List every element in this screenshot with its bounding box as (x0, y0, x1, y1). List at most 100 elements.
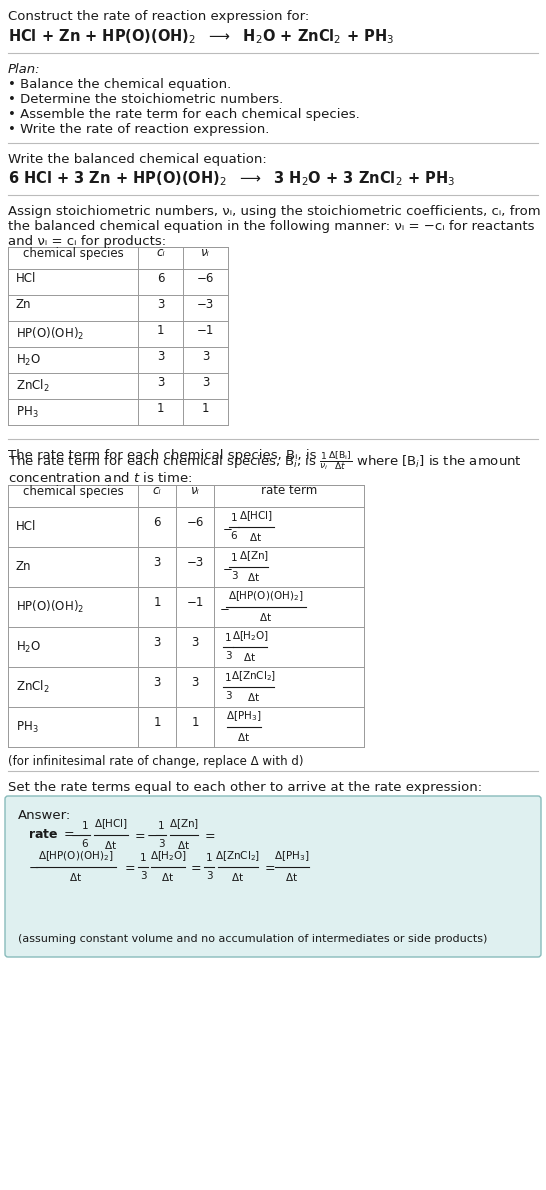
Text: 3: 3 (153, 637, 161, 650)
Text: −6: −6 (197, 271, 214, 284)
Text: 3: 3 (191, 637, 199, 650)
Text: 3: 3 (153, 676, 161, 689)
Text: (for infinitesimal rate of change, replace Δ with d): (for infinitesimal rate of change, repla… (8, 754, 304, 768)
Text: Plan:: Plan: (8, 63, 40, 76)
Text: The rate term for each chemical species, Bᵢ, is: The rate term for each chemical species,… (8, 449, 321, 462)
Text: • Assemble the rate term for each chemical species.: • Assemble the rate term for each chemic… (8, 108, 360, 121)
Text: Construct the rate of reaction expression for:: Construct the rate of reaction expressio… (8, 10, 309, 23)
Text: cᵢ: cᵢ (153, 484, 161, 497)
Text: $\Delta$[HP(O)(OH)$_2$]: $\Delta$[HP(O)(OH)$_2$] (228, 589, 304, 603)
Text: 3: 3 (158, 839, 164, 848)
Text: ZnCl$_2$: ZnCl$_2$ (16, 378, 50, 394)
Text: 3: 3 (225, 651, 232, 660)
Text: −1: −1 (197, 324, 214, 337)
Text: and νᵢ = cᵢ for products:: and νᵢ = cᵢ for products: (8, 234, 166, 248)
Text: $\Delta$t: $\Delta$t (247, 571, 260, 583)
Text: 3: 3 (140, 871, 146, 881)
Text: 3: 3 (202, 350, 209, 363)
Text: $-$: $-$ (219, 601, 230, 614)
Text: $\Delta$t: $\Delta$t (244, 651, 257, 663)
Text: 1: 1 (225, 633, 232, 643)
Text: • Determine the stoichiometric numbers.: • Determine the stoichiometric numbers. (8, 93, 283, 106)
Text: • Write the rate of reaction expression.: • Write the rate of reaction expression. (8, 123, 269, 136)
Text: 1: 1 (82, 821, 88, 831)
Text: $\Delta$t: $\Delta$t (177, 839, 191, 851)
Text: 1: 1 (231, 513, 238, 522)
FancyBboxPatch shape (5, 796, 541, 957)
Text: 1: 1 (202, 401, 209, 414)
Text: $\Delta$[H$_2$O]: $\Delta$[H$_2$O] (150, 850, 187, 863)
Text: 1: 1 (231, 553, 238, 563)
Text: 3: 3 (153, 557, 161, 570)
Text: 6: 6 (231, 531, 238, 541)
Text: Write the balanced chemical equation:: Write the balanced chemical equation: (8, 154, 267, 165)
Text: $\Delta$t: $\Delta$t (250, 531, 263, 543)
Text: $\Delta$[PH$_3$]: $\Delta$[PH$_3$] (226, 709, 262, 724)
Text: HP(O)(OH)$_2$: HP(O)(OH)$_2$ (16, 599, 84, 615)
Text: $\Delta$t: $\Delta$t (162, 871, 175, 883)
Text: HCl: HCl (16, 520, 37, 533)
Text: 3: 3 (157, 298, 164, 311)
Text: $\Delta$[HCl]: $\Delta$[HCl] (94, 818, 128, 831)
Text: Answer:: Answer: (18, 809, 71, 822)
Text: 3: 3 (206, 871, 212, 881)
Text: $\Delta$[Zn]: $\Delta$[Zn] (169, 818, 199, 831)
Text: $-$: $-$ (28, 860, 39, 873)
Text: the balanced chemical equation in the following manner: νᵢ = −cᵢ for reactants: the balanced chemical equation in the fo… (8, 220, 535, 233)
Text: 1: 1 (157, 324, 164, 337)
Text: −6: −6 (186, 516, 204, 530)
Text: (assuming constant volume and no accumulation of intermediates or side products): (assuming constant volume and no accumul… (18, 934, 488, 944)
Text: $\Delta$[HP(O)(OH)$_2$]: $\Delta$[HP(O)(OH)$_2$] (38, 850, 114, 863)
Text: HP(O)(OH)$_2$: HP(O)(OH)$_2$ (16, 326, 84, 342)
Text: Set the rate terms equal to each other to arrive at the rate expression:: Set the rate terms equal to each other t… (8, 781, 482, 794)
Text: rate $=$: rate $=$ (28, 828, 75, 841)
Text: Zn: Zn (16, 560, 32, 574)
Text: 6: 6 (157, 271, 164, 284)
Text: 1: 1 (157, 401, 164, 414)
Text: rate term: rate term (261, 484, 317, 497)
Text: $\Delta$t: $\Delta$t (69, 871, 82, 883)
Text: 1: 1 (191, 716, 199, 729)
Text: $=$: $=$ (132, 828, 146, 841)
Text: PH$_3$: PH$_3$ (16, 405, 39, 420)
Text: 6 HCl + 3 Zn + HP(O)(OH)$_2$  $\longrightarrow$  3 H$_2$O + 3 ZnCl$_2$ + PH$_3$: 6 HCl + 3 Zn + HP(O)(OH)$_2$ $\longright… (8, 169, 455, 188)
Text: $=$: $=$ (122, 860, 136, 873)
Text: 1: 1 (153, 716, 161, 729)
Text: Zn: Zn (16, 298, 32, 311)
Text: 6: 6 (82, 839, 88, 848)
Text: chemical species: chemical species (22, 484, 123, 497)
Text: $\Delta$t: $\Delta$t (232, 871, 245, 883)
Text: $-$: $-$ (222, 560, 233, 574)
Text: 6: 6 (153, 516, 161, 530)
Text: $\Delta$[Zn]: $\Delta$[Zn] (239, 550, 269, 563)
Text: $\Delta$t: $\Delta$t (259, 610, 272, 624)
Text: chemical species: chemical species (22, 246, 123, 259)
Text: $\Delta$[H$_2$O]: $\Delta$[H$_2$O] (232, 630, 269, 643)
Text: 3: 3 (202, 376, 209, 388)
Text: νᵢ: νᵢ (201, 246, 210, 259)
Text: 3: 3 (191, 676, 199, 689)
Text: 1: 1 (225, 674, 232, 683)
Text: $\Delta$t: $\Delta$t (286, 871, 299, 883)
Text: $\Delta$[ZnCl$_2$]: $\Delta$[ZnCl$_2$] (215, 850, 260, 863)
Text: νᵢ: νᵢ (191, 484, 199, 497)
Text: 1: 1 (206, 853, 212, 863)
Text: Assign stoichiometric numbers, νᵢ, using the stoichiometric coefficients, cᵢ, fr: Assign stoichiometric numbers, νᵢ, using… (8, 205, 541, 218)
Text: 1: 1 (140, 853, 146, 863)
Text: cᵢ: cᵢ (156, 246, 165, 259)
Text: H$_2$O: H$_2$O (16, 352, 41, 368)
Text: $\Delta$[HCl]: $\Delta$[HCl] (239, 509, 273, 522)
Text: $\Delta$[PH$_3$]: $\Delta$[PH$_3$] (274, 850, 310, 863)
Text: $\Delta$t: $\Delta$t (247, 691, 260, 703)
Text: 3: 3 (157, 350, 164, 363)
Text: −1: −1 (186, 596, 204, 609)
Text: PH$_3$: PH$_3$ (16, 720, 39, 734)
Text: $=$: $=$ (202, 828, 216, 841)
Text: 3: 3 (157, 376, 164, 388)
Text: −3: −3 (197, 298, 214, 311)
Text: ZnCl$_2$: ZnCl$_2$ (16, 679, 50, 695)
Text: $\Delta$t: $\Delta$t (238, 731, 251, 743)
Text: $=$: $=$ (188, 860, 201, 873)
Text: $=$: $=$ (262, 860, 276, 873)
Text: concentration and $t$ is time:: concentration and $t$ is time: (8, 471, 192, 486)
